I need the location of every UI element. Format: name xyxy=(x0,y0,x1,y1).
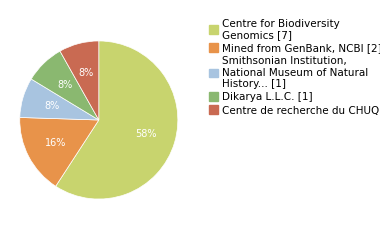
Wedge shape xyxy=(20,117,99,186)
Text: 58%: 58% xyxy=(135,129,157,139)
Text: 8%: 8% xyxy=(57,80,72,90)
Wedge shape xyxy=(20,79,99,120)
Wedge shape xyxy=(60,41,99,120)
Legend: Centre for Biodiversity
Genomics [7], Mined from GenBank, NCBI [2], Smithsonian : Centre for Biodiversity Genomics [7], Mi… xyxy=(207,17,380,117)
Text: 8%: 8% xyxy=(44,101,59,111)
Text: 16%: 16% xyxy=(45,138,66,148)
Text: 8%: 8% xyxy=(79,68,94,78)
Wedge shape xyxy=(31,51,99,120)
Wedge shape xyxy=(56,41,178,199)
